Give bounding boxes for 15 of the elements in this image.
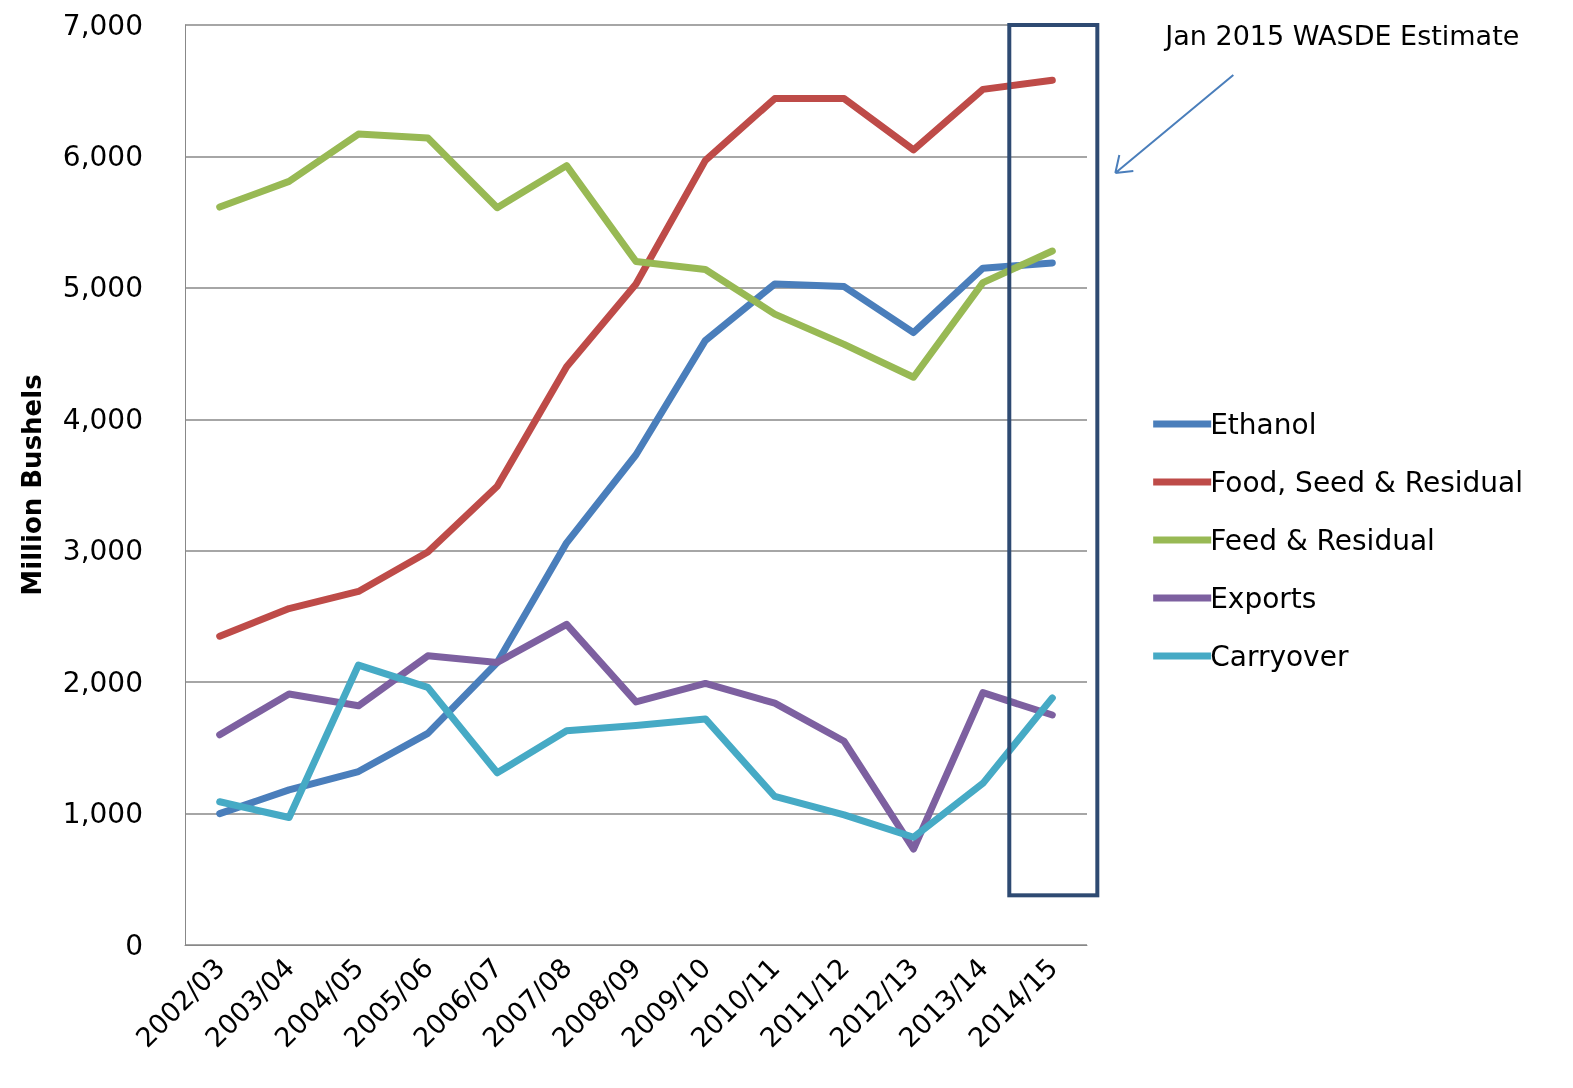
y-tick-label: 7,000 (62, 8, 143, 42)
y-tick-label: 6,000 (62, 139, 143, 173)
y-tick-label: 3,000 (62, 534, 143, 568)
y-tick-label: 2,000 (62, 665, 143, 699)
legend-label: Feed & Residual (1210, 523, 1435, 557)
y-tick-label: 4,000 (62, 402, 143, 436)
y-tick-label: 1,000 (62, 797, 143, 831)
y-axis-title: Million Bushels (17, 374, 47, 596)
y-tick-label: 5,000 (62, 271, 143, 305)
legend-label: Carryover (1210, 639, 1349, 673)
legend-label: Food, Seed & Residual (1210, 465, 1523, 499)
legend-label: Ethanol (1210, 407, 1317, 441)
text: Jan 2015 WASDE Estimate (1165, 20, 1520, 51)
y-tick-label: 0 (125, 928, 143, 962)
legend-label: Exports (1210, 581, 1317, 615)
